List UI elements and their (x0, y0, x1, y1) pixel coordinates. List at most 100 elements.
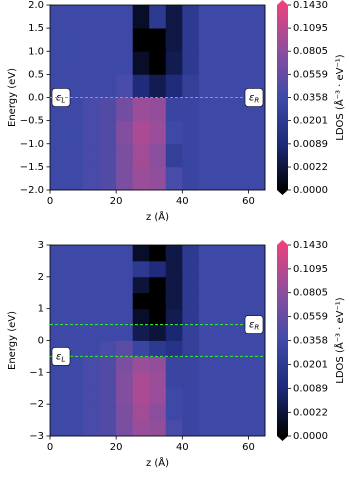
heatmap-cell (198, 51, 216, 75)
colorbar-tick-label: 0.0089 (293, 139, 328, 150)
colorbar-tick-label: 0.0559 (293, 69, 328, 80)
heatmap-cell (66, 97, 84, 122)
x-tick-label: 20 (110, 442, 123, 453)
heatmap-cell (248, 166, 266, 191)
y-tick-label: −1.0 (20, 139, 44, 150)
heatmap-cell (149, 388, 167, 405)
heatmap-cell (116, 28, 134, 52)
heatmap-cell (198, 166, 216, 191)
heatmap-cell (231, 276, 249, 294)
heatmap-cell (83, 120, 101, 145)
heatmap-cell (215, 120, 233, 145)
colorbar-tick-label: 0.0805 (293, 288, 328, 299)
heatmap-cell (182, 74, 200, 98)
colorbar-tick-label: 0.0805 (293, 46, 328, 57)
heatmap-cell (215, 292, 233, 310)
heatmap-cell (50, 143, 67, 168)
heatmap-cell (116, 308, 134, 325)
heatmap-cell (83, 420, 101, 437)
heatmap-cell (215, 143, 233, 168)
heatmap-cell (198, 143, 216, 168)
heatmap-cell (182, 388, 200, 405)
heatmap-cell (182, 276, 200, 294)
heatmap-cell (99, 308, 117, 325)
heatmap-cell (248, 356, 266, 373)
heatmap-cell (99, 245, 117, 262)
heatmap-cell (215, 308, 233, 325)
heatmap-cell (248, 292, 266, 310)
colorbar-tick-label: 0.0022 (293, 162, 328, 173)
heatmap-cell (99, 324, 117, 341)
heatmap-cell (182, 51, 200, 75)
heatmap-cell (165, 120, 183, 145)
heatmap-cell (83, 245, 101, 262)
heatmap-cell (83, 324, 101, 341)
heatmap-cell (66, 276, 84, 294)
heatmap-cell (66, 245, 84, 262)
heatmap-cell (132, 260, 150, 278)
heatmap-cell (99, 5, 117, 29)
heatmap-cell (132, 97, 150, 122)
heatmap-cell (99, 404, 117, 421)
heatmap-cell (99, 143, 117, 168)
heatmap-cell (83, 260, 101, 278)
heatmap-cell (83, 28, 101, 52)
heatmap-cell (116, 292, 134, 310)
heatmap-cell (116, 166, 134, 191)
colorbar-tick-label: 0.0559 (293, 312, 328, 323)
heatmap-cell (132, 388, 150, 405)
heatmap-cell (50, 292, 67, 310)
heatmap-cell (149, 28, 167, 52)
heatmap-cell (182, 120, 200, 145)
heatmap-cell (66, 260, 84, 278)
heatmap-cell (149, 404, 167, 421)
heatmap-cell (116, 120, 134, 145)
heatmap-cell (182, 324, 200, 341)
heatmap-cell (248, 276, 266, 294)
heatmap-cell (66, 5, 84, 29)
heatmap-cell (66, 372, 84, 389)
colorbar-label: LDOS (Å⁻³ · eV⁻¹) (333, 54, 346, 141)
heatmap-cell (231, 51, 249, 75)
heatmap-cell (231, 166, 249, 191)
heatmap-cell (165, 143, 183, 168)
heatmap-cell (215, 340, 233, 357)
heatmap-cell (66, 404, 84, 421)
colorbar-tick-label: 0.1095 (293, 23, 328, 34)
heatmap-cell (149, 120, 167, 145)
heatmap-cell (50, 404, 67, 421)
heatmap-cell (149, 276, 167, 294)
heatmap-cell (215, 28, 233, 52)
heatmap-cell (231, 404, 249, 421)
heatmap-cell (50, 245, 67, 262)
heatmap-cell (116, 276, 134, 294)
heatmap-cell (182, 356, 200, 373)
heatmap-cell (231, 292, 249, 310)
heatmap-cell (99, 260, 117, 278)
heatmap-cell (248, 372, 266, 389)
heatmap-cell (132, 372, 150, 389)
heatmap-cell (99, 340, 117, 357)
heatmap-cell (165, 51, 183, 75)
heatmap-cell (116, 404, 134, 421)
heatmap-cell (149, 5, 167, 29)
x-axis-label: z (Å) (146, 210, 169, 223)
colorbar (277, 5, 288, 190)
heatmap-cell (198, 260, 216, 278)
heatmap-cell (165, 260, 183, 278)
heatmap-cell (215, 51, 233, 75)
heatmap-cell (215, 97, 233, 122)
heatmap-cell (83, 74, 101, 98)
level-label-box (51, 347, 71, 366)
heatmap-cell (50, 260, 67, 278)
level-label-box (244, 315, 264, 334)
heatmap-cell (99, 74, 117, 98)
heatmap-cell (66, 51, 84, 75)
heatmap-cell (50, 276, 67, 294)
colorbar-tick-label: 0.1430 (293, 0, 328, 11)
heatmap-cell (149, 420, 167, 437)
heatmap-cell (198, 388, 216, 405)
colorbar-extend-top (277, 240, 288, 245)
level-label-box (244, 88, 264, 107)
heatmap-cell (182, 372, 200, 389)
